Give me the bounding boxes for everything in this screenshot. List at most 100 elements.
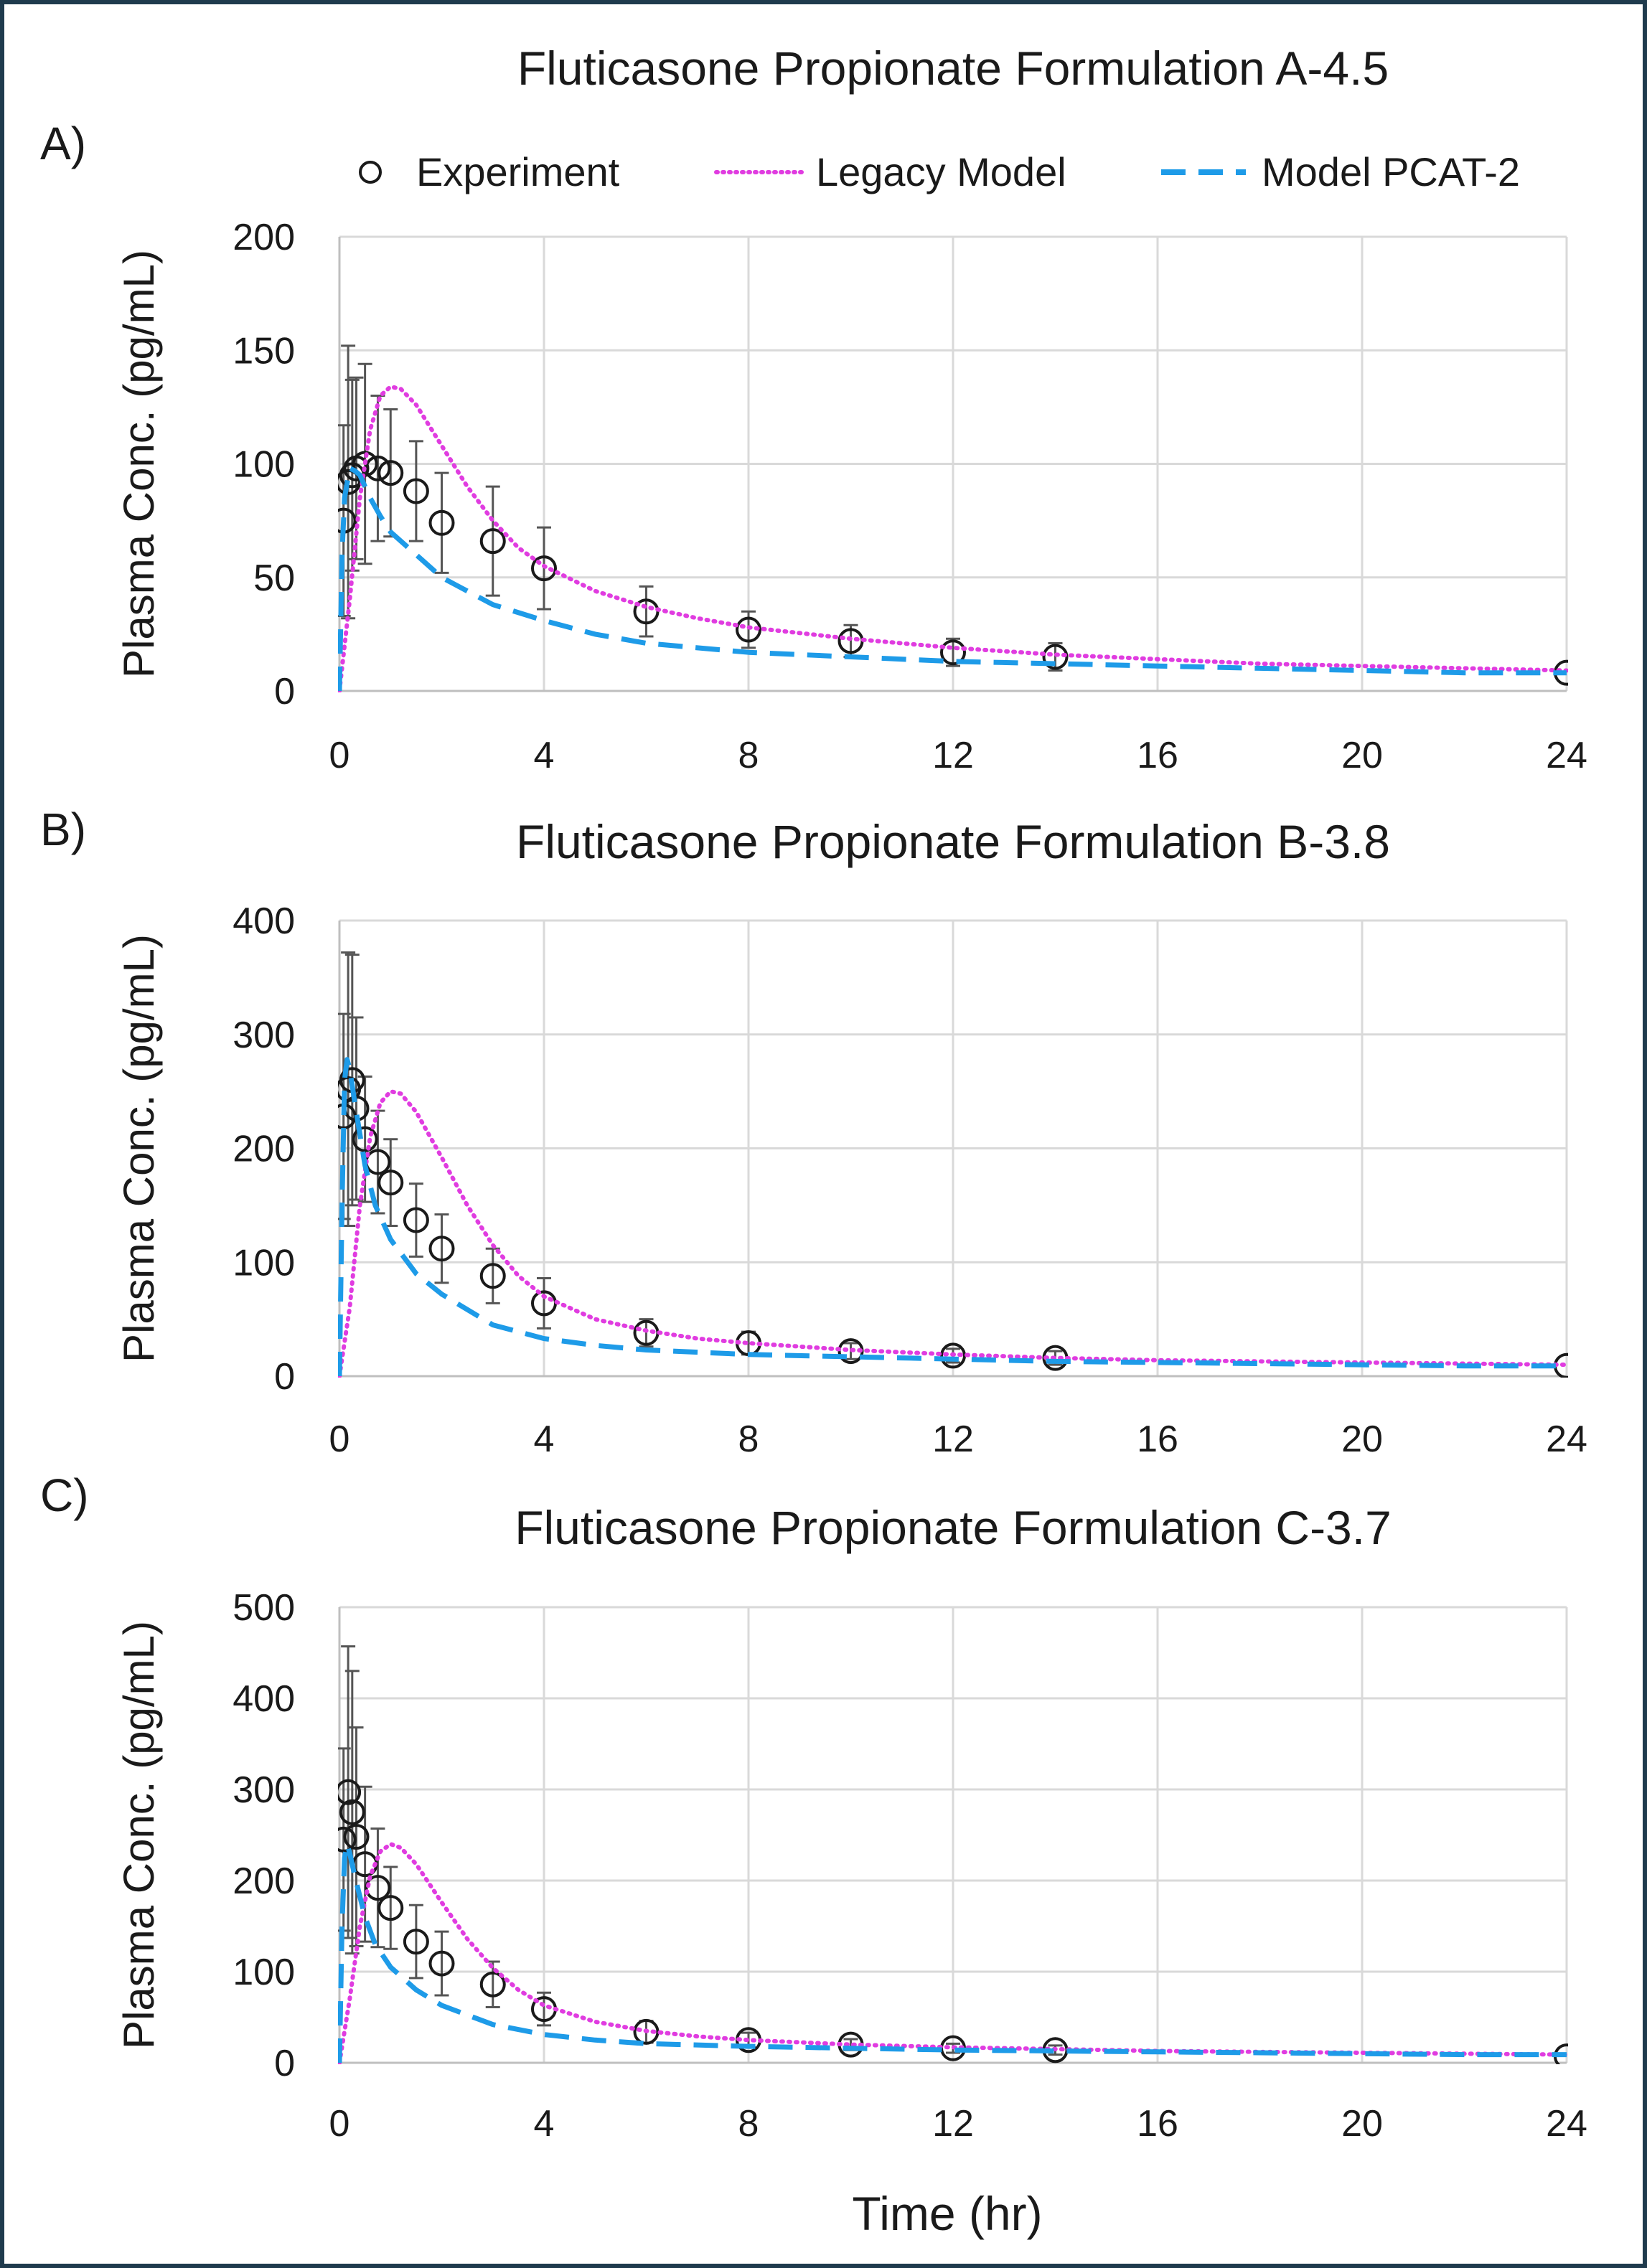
chart-panels: A) Fluticasone Propionate Formulation A-4… bbox=[40, 42, 1587, 2145]
y-tick-label: 100 bbox=[233, 1952, 295, 1993]
y-tick-label: 100 bbox=[233, 1242, 295, 1284]
y-tick-label: 200 bbox=[233, 1129, 295, 1170]
gridlines bbox=[338, 235, 1568, 692]
data-point bbox=[377, 1170, 404, 1196]
series-line bbox=[338, 1089, 1568, 1378]
data-point bbox=[479, 1263, 506, 1289]
data-point bbox=[403, 478, 429, 504]
data-point bbox=[531, 555, 557, 582]
legend: Experiment Legacy Model Model PCAT-2 bbox=[359, 149, 1520, 194]
data-point bbox=[428, 1950, 455, 1977]
chart-panel-a: A) Fluticasone Propionate Formulation A-4… bbox=[40, 42, 1587, 776]
x-tick-labels: 0 4 8 12 16 20 24 bbox=[329, 735, 1587, 776]
data-point bbox=[403, 1929, 429, 1955]
data-point bbox=[403, 1207, 429, 1233]
x-tick-label: 4 bbox=[534, 1418, 555, 1460]
data-point bbox=[343, 1824, 370, 1850]
data-point bbox=[352, 1126, 378, 1152]
y-tick-label: 300 bbox=[233, 1769, 295, 1811]
x-tick-label: 8 bbox=[738, 735, 759, 776]
chart-panel-b: B) Fluticasone Propionate Formulation B-3… bbox=[40, 804, 1587, 1460]
x-tick-labels: 0 4 8 12 16 20 24 bbox=[329, 2103, 1587, 2145]
y-tick-label: 100 bbox=[233, 444, 295, 486]
series-line bbox=[338, 466, 1567, 692]
data-point bbox=[377, 1895, 404, 1921]
legend-label: Experiment bbox=[416, 149, 620, 194]
x-tick-label: 24 bbox=[1546, 1418, 1587, 1460]
panel-label: C) bbox=[40, 1469, 89, 1521]
legend-label: Model PCAT-2 bbox=[1262, 149, 1520, 194]
x-tick-label: 20 bbox=[1341, 735, 1383, 776]
x-tick-labels: 0 4 8 12 16 20 24 bbox=[329, 1418, 1587, 1460]
x-axis-label: Time (hr) bbox=[852, 2187, 1042, 2240]
series-legacy-model bbox=[338, 384, 1568, 692]
x-tick-label: 8 bbox=[738, 2103, 759, 2145]
panel-label: A) bbox=[40, 118, 86, 169]
data-point bbox=[365, 1875, 391, 1901]
x-tick-label: 0 bbox=[329, 2103, 350, 2145]
x-tick-label: 24 bbox=[1546, 735, 1587, 776]
data-point bbox=[479, 1971, 506, 1998]
y-tick-labels: 0 50 100 150 200 bbox=[233, 217, 295, 712]
x-tick-label: 12 bbox=[932, 735, 974, 776]
legend-marker-circle bbox=[359, 161, 382, 184]
x-tick-label: 0 bbox=[329, 1418, 350, 1460]
chart-title: Fluticasone Propionate Formulation A-4.5 bbox=[517, 42, 1389, 95]
y-tick-label: 150 bbox=[233, 330, 295, 372]
data-point bbox=[338, 1826, 357, 1853]
y-tick-label: 50 bbox=[253, 557, 295, 599]
series-experiment bbox=[338, 1645, 1568, 2064]
data-point bbox=[479, 528, 506, 555]
legend-item-experiment: Experiment bbox=[359, 149, 620, 194]
x-tick-label: 16 bbox=[1137, 1418, 1178, 1460]
x-tick-label: 8 bbox=[738, 1418, 759, 1460]
data-point bbox=[377, 460, 404, 486]
y-tick-labels: 0 100 200 300 400 bbox=[233, 900, 295, 1398]
legend-item-model-pcat-2: Model PCAT-2 bbox=[1161, 149, 1520, 194]
series-experiment bbox=[338, 951, 1568, 1378]
y-tick-label: 0 bbox=[274, 671, 295, 712]
y-tick-label: 300 bbox=[233, 1015, 295, 1056]
x-tick-label: 4 bbox=[534, 735, 555, 776]
figure-canvas: Experiment Legacy Model Model PCAT-2 A) Flu… bbox=[40, 42, 1587, 2240]
x-tick-label: 20 bbox=[1341, 1418, 1383, 1460]
x-tick-label: 16 bbox=[1137, 2103, 1178, 2145]
data-point bbox=[339, 1799, 365, 1825]
series-line bbox=[338, 1841, 1567, 2064]
data-point bbox=[633, 2018, 660, 2045]
y-tick-label: 0 bbox=[274, 2043, 295, 2084]
y-axis-label: Plasma Conc. (pg/mL) bbox=[115, 250, 163, 678]
data-point bbox=[940, 639, 966, 666]
x-tick-label: 12 bbox=[932, 2103, 974, 2145]
series-model-pcat-2 bbox=[338, 1057, 1567, 1377]
y-tick-label: 400 bbox=[233, 1678, 295, 1720]
y-tick-label: 200 bbox=[233, 1860, 295, 1902]
y-tick-label: 200 bbox=[233, 217, 295, 258]
x-tick-label: 0 bbox=[329, 735, 350, 776]
data-point bbox=[428, 1236, 455, 1262]
legend-item-legacy-model: Legacy Model bbox=[714, 149, 1066, 194]
gridlines bbox=[338, 919, 1568, 1378]
data-point bbox=[736, 616, 761, 643]
x-tick-label: 16 bbox=[1137, 735, 1178, 776]
x-tick-label: 24 bbox=[1546, 2103, 1587, 2145]
y-tick-label: 400 bbox=[233, 900, 295, 942]
chart-panel-c: C) Fluticasone Propionate Formulation C-3… bbox=[40, 1469, 1587, 2145]
y-axis-label: Plasma Conc. (pg/mL) bbox=[115, 1621, 163, 2049]
panel-label: B) bbox=[40, 804, 86, 855]
x-tick-label: 12 bbox=[932, 1418, 974, 1460]
series-experiment bbox=[338, 344, 1568, 686]
y-tick-label: 500 bbox=[233, 1587, 295, 1629]
data-point bbox=[940, 1342, 966, 1369]
legend-label: Legacy Model bbox=[816, 149, 1066, 194]
series-line bbox=[338, 1057, 1567, 1377]
data-point bbox=[1042, 644, 1069, 670]
y-axis-label: Plasma Conc. (pg/mL) bbox=[115, 934, 163, 1363]
chart-title: Fluticasone Propionate Formulation C-3.7 bbox=[515, 1501, 1392, 1554]
x-tick-label: 20 bbox=[1341, 2103, 1383, 2145]
data-point bbox=[428, 509, 455, 536]
x-tick-label: 4 bbox=[534, 2103, 555, 2145]
chart-title: Fluticasone Propionate Formulation B-3.8 bbox=[516, 815, 1390, 868]
y-tick-label: 0 bbox=[274, 1356, 295, 1398]
